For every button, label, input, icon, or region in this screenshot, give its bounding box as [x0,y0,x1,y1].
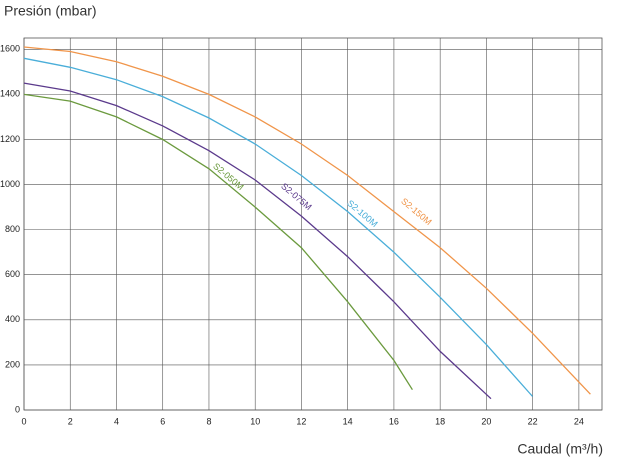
x-tick-label: 14 [343,416,353,426]
x-tick-label: 6 [160,416,165,426]
curve [23,82,492,400]
x-tick-label: 10 [250,416,260,426]
curve-label: S2-150M [399,196,433,227]
x-tick-label: 8 [206,416,211,426]
y-tick-label: 1200 [0,134,20,144]
y-tick-label: 600 [5,269,20,279]
x-tick-label: 18 [435,416,445,426]
y-tick-label: 0 [15,404,20,414]
y-tick-label: 400 [5,314,20,324]
x-tick-label: 4 [114,416,119,426]
x-tick-label: 20 [481,416,491,426]
x-tick-label: 24 [574,416,584,426]
y-tick-label: 200 [5,359,20,369]
y-tick-label: 1000 [0,179,20,189]
curve [23,57,534,397]
y-axis-title: Presión (mbar) [4,3,97,19]
x-tick-label: 2 [68,416,73,426]
y-tick-label: 800 [5,224,20,234]
x-axis-title: Caudal (m³/h) [517,441,603,457]
x-tick-label: 12 [296,416,306,426]
plot-frame [23,37,603,411]
y-tick-label: 1400 [0,89,20,99]
curve-label: S2-075M [279,181,313,212]
x-tick-label: 0 [21,416,26,426]
y-tick-label: 1600 [0,44,20,54]
curve [23,46,591,395]
curve-label: S2-050M [211,161,245,192]
curve [23,93,413,391]
x-tick-label: 16 [389,416,399,426]
x-tick-label: 22 [528,416,538,426]
